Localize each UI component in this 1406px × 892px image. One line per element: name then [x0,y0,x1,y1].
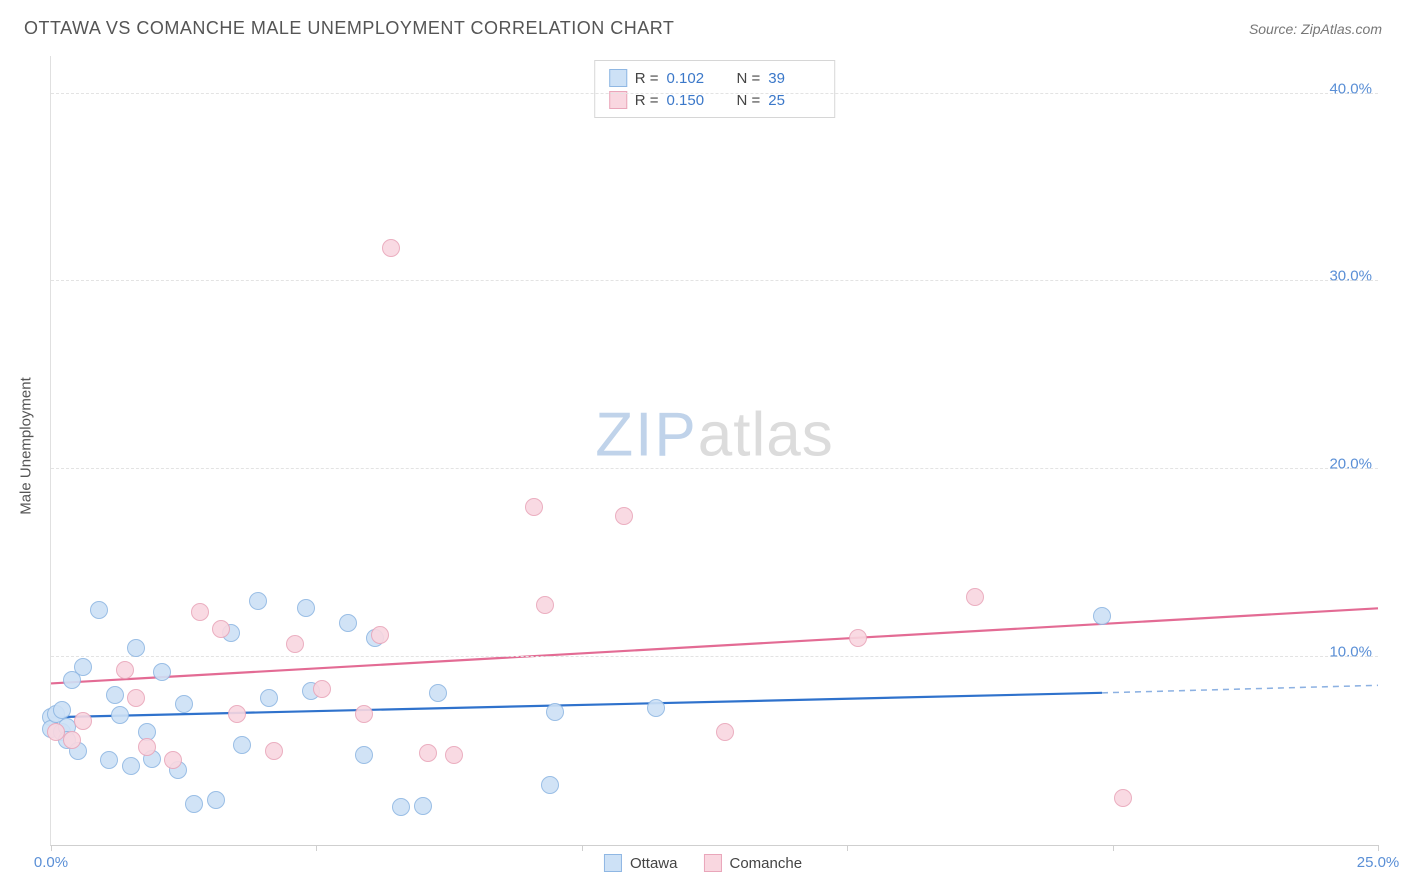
x-tick [316,845,317,851]
trend-line-comanche [51,608,1378,683]
scatter-point-comanche [1114,789,1132,807]
y-tick-label: 30.0% [1329,268,1372,285]
scatter-point-comanche [228,705,246,723]
scatter-point-comanche [116,661,134,679]
scatter-point-comanche [212,620,230,638]
chart-container: OTTAWA VS COMANCHE MALE UNEMPLOYMENT COR… [0,0,1406,892]
x-tick [847,845,848,851]
scatter-point-comanche [419,744,437,762]
series-legend: Ottawa Comanche [604,854,802,872]
scatter-point-comanche [382,239,400,257]
legend-swatch-comanche-bottom [703,854,721,872]
x-tick [1113,845,1114,851]
scatter-point-ottawa [392,798,410,816]
x-tick [582,845,583,851]
legend-item-ottawa: Ottawa [604,854,678,872]
trend-line-ottawa [51,693,1102,717]
scatter-point-ottawa [53,701,71,719]
chart-header: OTTAWA VS COMANCHE MALE UNEMPLOYMENT COR… [24,18,1382,39]
scatter-point-ottawa [106,686,124,704]
scatter-point-ottawa [647,699,665,717]
scatter-point-comanche [191,603,209,621]
scatter-point-comanche [615,507,633,525]
scatter-point-ottawa [414,797,432,815]
scatter-point-ottawa [153,663,171,681]
scatter-point-comanche [127,689,145,707]
scatter-point-comanche [313,680,331,698]
scatter-point-ottawa [122,757,140,775]
scatter-point-comanche [138,738,156,756]
scatter-point-comanche [849,629,867,647]
gridline-h [51,93,1378,94]
scatter-point-comanche [536,596,554,614]
scatter-point-ottawa [207,791,225,809]
chart-plot-area: ZIPatlas R = 0.102 N = 39 R = 0.150 N = … [50,56,1378,846]
x-tick-label: 25.0% [1357,854,1400,871]
y-tick-label: 40.0% [1329,80,1372,97]
scatter-point-comanche [164,751,182,769]
x-tick [1378,845,1379,851]
scatter-point-ottawa [111,706,129,724]
legend-item-comanche: Comanche [703,854,802,872]
scatter-point-comanche [265,742,283,760]
scatter-point-ottawa [355,746,373,764]
scatter-point-comanche [445,746,463,764]
y-axis-title: Male Unemployment [18,377,35,515]
scatter-point-ottawa [297,599,315,617]
scatter-point-ottawa [233,736,251,754]
scatter-point-comanche [355,705,373,723]
scatter-point-comanche [716,723,734,741]
scatter-point-ottawa [546,703,564,721]
scatter-point-comanche [74,712,92,730]
scatter-point-ottawa [260,689,278,707]
gridline-h [51,656,1378,657]
scatter-point-comanche [966,588,984,606]
scatter-point-comanche [525,498,543,516]
y-tick-label: 20.0% [1329,456,1372,473]
trend-lines [51,56,1378,845]
x-tick-label: 0.0% [34,854,68,871]
scatter-point-ottawa [339,614,357,632]
scatter-point-ottawa [541,776,559,794]
gridline-h [51,280,1378,281]
scatter-point-ottawa [429,684,447,702]
y-tick-label: 10.0% [1329,644,1372,661]
scatter-point-ottawa [90,601,108,619]
scatter-point-ottawa [1093,607,1111,625]
trend-line-dash-ottawa [1102,685,1378,693]
scatter-point-ottawa [127,639,145,657]
legend-swatch-ottawa-bottom [604,854,622,872]
scatter-point-ottawa [100,751,118,769]
scatter-point-comanche [286,635,304,653]
scatter-point-ottawa [249,592,267,610]
scatter-point-ottawa [74,658,92,676]
x-tick [51,845,52,851]
source-label: Source: ZipAtlas.com [1249,21,1382,37]
chart-title: OTTAWA VS COMANCHE MALE UNEMPLOYMENT COR… [24,18,674,39]
gridline-h [51,468,1378,469]
scatter-point-ottawa [175,695,193,713]
scatter-point-ottawa [185,795,203,813]
scatter-point-comanche [371,626,389,644]
scatter-point-comanche [63,731,81,749]
